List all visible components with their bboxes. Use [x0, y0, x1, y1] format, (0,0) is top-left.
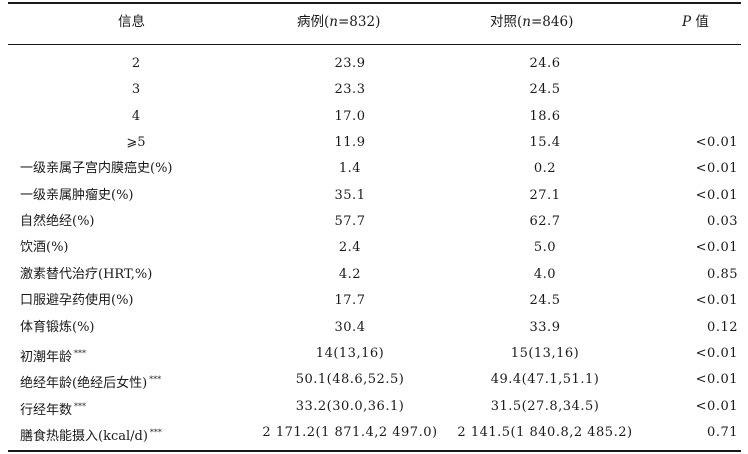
header-p-value: P 值: [682, 14, 709, 30]
table-row: 初潮年龄 *** 14(13,16) 15(13,16) <0.01: [0, 341, 748, 367]
cell-info-text: 3: [131, 82, 141, 98]
cell-case: 11.9: [334, 135, 366, 151]
cell-p-value: <0.01: [695, 372, 738, 388]
cell-p-value: <0.01: [695, 161, 738, 177]
cell-info-text: ⩾5: [126, 135, 146, 151]
cell-control: 27.1: [529, 187, 561, 203]
cell-p-value: <0.01: [695, 187, 738, 203]
cell-info-text: 一级亲属肿瘤史(%): [20, 187, 134, 203]
cell-case: 17.7: [334, 293, 366, 309]
table-row: 行经年数 *** 33.2(30.0,36.1) 31.5(27.8,34.5) <0.…: [0, 394, 748, 420]
cell-info-text: 一级亲属子宫内膜癌史(%): [20, 161, 173, 177]
cell-info-text: 2: [131, 56, 141, 71]
cell-p-value: 0.85: [707, 266, 738, 282]
cell-p-value: <0.01: [695, 135, 738, 151]
cell-case: 23.3: [334, 82, 366, 98]
cell-control: 49.4(47.1,51.1): [490, 372, 600, 388]
cell-info: 一级亲属肿瘤史(%): [20, 187, 134, 205]
cell-case: 50.1(48.6,52.5): [295, 372, 405, 388]
table-row: 一级亲属子宫内膜癌史(%) 1.4 0.2 <0.01: [0, 156, 748, 182]
header-case: 病例(n=832): [297, 14, 381, 30]
cell-info-text: 绝经年龄(绝经后女性): [20, 376, 148, 392]
cell-info: 初潮年龄 ***: [20, 345, 86, 367]
table-row: 4 17.0 18.6: [0, 104, 748, 130]
table-bottom-rule: [8, 450, 741, 452]
table-row: 激素替代治疗(HRT,%) 4.2 4.0 0.85: [0, 262, 748, 288]
cell-case: 30.4: [334, 319, 366, 335]
cell-p-value: 0.03: [707, 214, 738, 230]
cell-info: 2: [100, 55, 172, 73]
cell-p-value: <0.01: [695, 240, 738, 256]
cell-case: 57.7: [334, 214, 366, 230]
cell-case: 14(13,16): [315, 345, 385, 361]
table-row: 一级亲属肿瘤史(%) 35.1 27.1 <0.01: [0, 183, 748, 209]
cell-info: 膳食热能摄入(kcal/d) ***: [20, 424, 162, 446]
footnote-marker: ***: [149, 427, 162, 437]
cell-control: 4.0: [533, 266, 557, 282]
cell-info-text: 口服避孕药使用(%): [20, 293, 134, 309]
cell-info: 一级亲属子宫内膜癌史(%): [20, 160, 173, 178]
cell-info: 口服避孕药使用(%): [20, 292, 134, 310]
cell-control: 0.2: [533, 161, 557, 177]
table-row: 绝经年龄(绝经后女性) *** 50.1(48.6,52.5) 49.4(47.1,5…: [0, 367, 748, 393]
cell-info-text: 体育锻炼(%): [20, 319, 95, 335]
table-row: 3 23.3 24.5: [0, 77, 748, 103]
cell-info: 体育锻炼(%): [20, 319, 95, 337]
table-top-rule: [8, 2, 741, 4]
cell-case: 4.2: [338, 266, 362, 282]
footnote-marker: ***: [74, 348, 87, 358]
cell-info: 自然绝经(%): [20, 213, 95, 231]
cell-control: 62.7: [529, 214, 561, 230]
footnote-marker: ***: [149, 375, 162, 385]
cell-control: 5.0: [533, 240, 557, 256]
cell-control: 24.6: [529, 56, 561, 71]
cell-info: 行经年数 ***: [20, 398, 86, 420]
cell-info-text: 4: [131, 108, 141, 124]
cell-info-text: 激素替代治疗(HRT,%): [20, 266, 153, 282]
cell-control: 31.5(27.8,34.5): [490, 398, 600, 414]
header-info: 信息: [118, 14, 145, 30]
table-row: ⩾5 11.9 15.4 <0.01: [0, 130, 748, 156]
cell-control: 15(13,16): [510, 345, 580, 361]
table-row: 2 23.9 24.6: [0, 51, 748, 77]
cell-case: 17.0: [334, 108, 366, 124]
cell-info: 激素替代治疗(HRT,%): [20, 266, 152, 284]
cell-case: 23.9: [334, 56, 366, 71]
header-control: 对照(n=846): [490, 14, 574, 30]
table-row: 饮酒(%) 2.4 5.0 <0.01: [0, 235, 748, 261]
cell-control: 18.6: [529, 108, 561, 124]
header-rule: [8, 44, 741, 45]
cell-p-value: 0.71: [707, 424, 738, 440]
cell-info: 3: [100, 81, 172, 99]
cell-info: 饮酒(%): [20, 239, 69, 257]
cell-case: 33.2(30.0,36.1): [295, 398, 405, 414]
cell-p-value: <0.01: [695, 398, 738, 414]
cell-case: 2.4: [338, 240, 362, 256]
cell-control: 33.9: [529, 319, 561, 335]
cell-info-text: 自然绝经(%): [20, 214, 95, 230]
cell-info: 4: [100, 108, 172, 126]
cell-info-text: 饮酒(%): [20, 240, 69, 256]
cell-control: 15.4: [529, 135, 561, 151]
cell-info-text: 行经年数: [20, 402, 73, 418]
cell-case: 35.1: [334, 187, 366, 203]
cell-p-value: 0.12: [707, 319, 738, 335]
cell-info-text: 初潮年龄: [20, 349, 73, 365]
cell-info: ⩾5: [100, 134, 172, 152]
table-row: 口服避孕药使用(%) 17.7 24.5 <0.01: [0, 288, 748, 314]
cell-control: 2 141.5(1 840.8,2 485.2): [457, 424, 633, 440]
table-row: 自然绝经(%) 57.7 62.7 0.03: [0, 209, 748, 235]
cell-p-value: <0.01: [695, 293, 738, 309]
cell-control: 24.5: [529, 293, 561, 309]
cell-info: 绝经年龄(绝经后女性) ***: [20, 371, 161, 393]
cell-info-text: 膳食热能摄入(kcal/d): [20, 428, 148, 444]
table-row: 膳食热能摄入(kcal/d) *** 2 171.2(1 871.4,2 497.0…: [0, 420, 748, 446]
table-row: 体育锻炼(%) 30.4 33.9 0.12: [0, 315, 748, 341]
cell-case: 1.4: [338, 161, 362, 177]
cell-case: 2 171.2(1 871.4,2 497.0): [262, 424, 438, 440]
cell-p-value: <0.01: [695, 345, 738, 361]
footnote-marker: ***: [74, 401, 87, 411]
cell-control: 24.5: [529, 82, 561, 98]
